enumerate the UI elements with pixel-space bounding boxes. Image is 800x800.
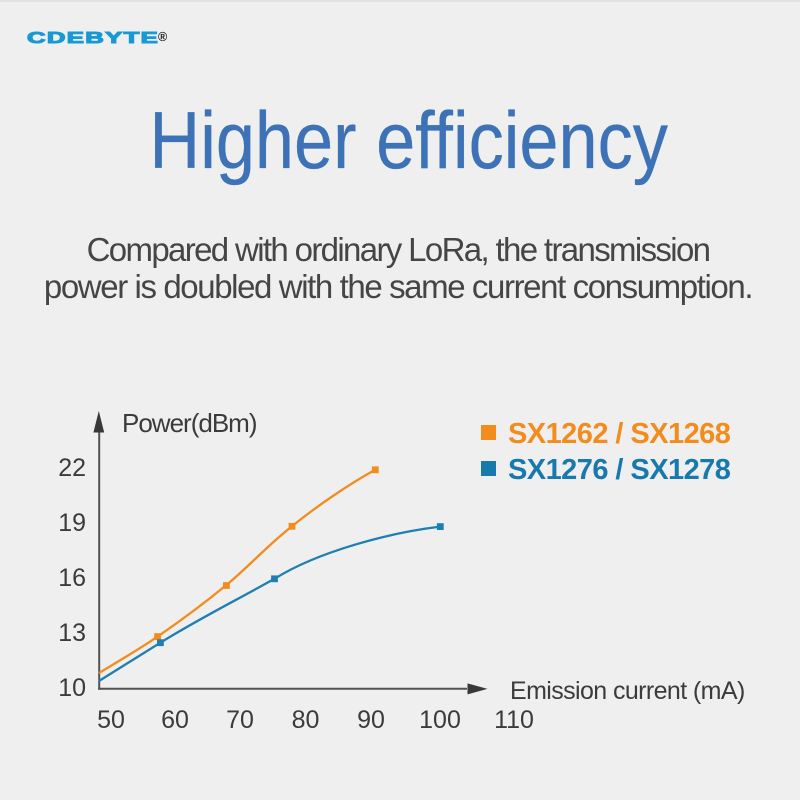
svg-text:10: 10	[58, 674, 86, 702]
svg-text:70: 70	[226, 706, 254, 734]
svg-text:100: 100	[419, 706, 461, 734]
svg-text:13: 13	[58, 619, 86, 647]
svg-text:19: 19	[58, 509, 86, 537]
svg-text:110: 110	[494, 706, 534, 734]
svg-text:16: 16	[58, 564, 86, 592]
svg-text:50: 50	[97, 706, 125, 734]
svg-text:60: 60	[161, 706, 189, 734]
svg-text:90: 90	[357, 706, 385, 734]
svg-text:80: 80	[292, 706, 320, 734]
svg-text:Power(dBm): Power(dBm)	[122, 408, 257, 438]
svg-text:Emission current (mA): Emission current (mA)	[510, 677, 745, 705]
svg-text:22: 22	[58, 454, 86, 482]
